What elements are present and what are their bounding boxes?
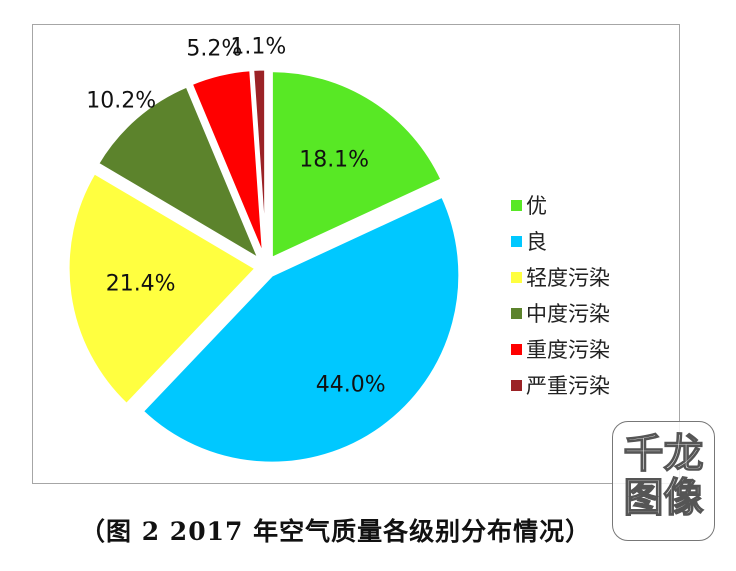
legend-swatch-icon	[511, 271, 522, 283]
legend-item-light-pollution: 轻度污染	[511, 259, 610, 295]
data-label: 5.2%	[186, 36, 243, 62]
slice-moderate-pollution	[95, 84, 263, 264]
legend-swatch-icon	[511, 235, 522, 247]
data-label: 44.0%	[315, 372, 386, 398]
legend-swatch-icon	[511, 199, 522, 211]
legend-item-excellent: 优	[511, 187, 610, 223]
slice-good	[140, 194, 462, 465]
slice-heavy-pollution	[189, 68, 266, 258]
chart-frame: 18.1% 44.0% 21.4% 10.2% 5.2% 1.1% 优 良 轻度污染 中度…	[32, 24, 680, 484]
figure-caption: （图 2 2017 年空气质量各级别分布情况）	[80, 517, 592, 546]
data-label: 21.4%	[105, 271, 176, 297]
slice-severe-pollution	[251, 67, 268, 258]
slice-light-pollution	[66, 170, 259, 407]
data-label: 10.2%	[86, 88, 157, 114]
legend-swatch-icon	[511, 307, 522, 319]
watermark-line-1: 千龙	[623, 431, 704, 477]
data-label: 18.1%	[299, 147, 370, 173]
watermark-logo: 千龙 图像	[612, 421, 715, 541]
legend-item-moderate-pollution: 中度污染	[511, 295, 610, 331]
slice-excellent	[269, 69, 444, 261]
legend-item-good: 良	[511, 223, 610, 259]
pie-chart	[66, 67, 462, 465]
legend-item-heavy-pollution: 重度污染	[511, 331, 610, 367]
legend-item-severe-pollution: 严重污染	[511, 367, 610, 403]
legend: 优 良 轻度污染 中度污染 重度污染 严重污染	[511, 187, 610, 403]
watermark-line-2: 图像	[623, 475, 704, 521]
legend-swatch-icon	[511, 379, 522, 391]
data-label: 1.1%	[230, 34, 287, 60]
legend-swatch-icon	[511, 343, 522, 355]
